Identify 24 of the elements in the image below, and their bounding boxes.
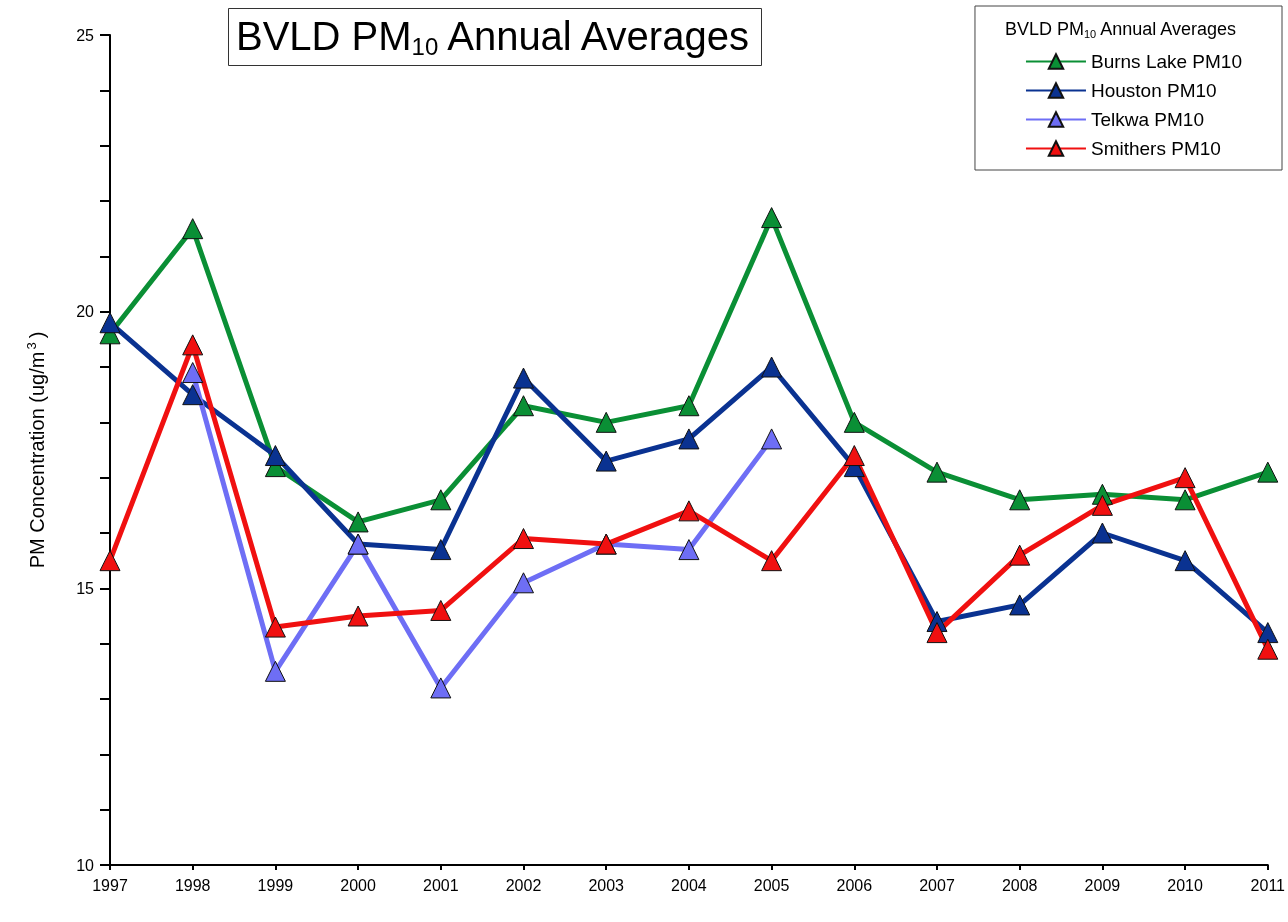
- y-tick-label: 20: [76, 303, 95, 321]
- x-tick-label: 2005: [753, 876, 790, 894]
- y-tick-label: 25: [76, 26, 95, 44]
- legend-label: Telkwa PM10: [1090, 109, 1204, 130]
- x-tick-label: 2001: [423, 876, 459, 894]
- x-tick-label: 1999: [257, 876, 294, 894]
- x-tick-label: 2000: [340, 876, 376, 894]
- y-axis-title: PM Concentration (ug/m3): [24, 331, 48, 569]
- x-tick-label: 2006: [836, 876, 873, 894]
- x-tick-label: 2004: [671, 876, 707, 894]
- y-tick-label: 15: [76, 579, 95, 597]
- y-tick-label: 10: [76, 856, 95, 874]
- x-tick-label: 2008: [1001, 876, 1038, 894]
- x-tick-label: 2010: [1167, 876, 1203, 894]
- legend-label: Burns Lake PM10: [1090, 51, 1243, 72]
- x-tick-label: 2002: [505, 876, 542, 894]
- x-tick-label: 2009: [1084, 876, 1121, 894]
- x-tick-label: 2003: [588, 876, 625, 894]
- legend-label: Houston PM10: [1090, 80, 1217, 101]
- x-tick-label: 2007: [919, 876, 955, 894]
- legend-label: Smithers PM10: [1090, 138, 1221, 159]
- x-tick-label: 1997: [92, 876, 128, 894]
- x-tick-label: 1998: [174, 876, 211, 894]
- x-tick-label: 2011: [1250, 876, 1286, 894]
